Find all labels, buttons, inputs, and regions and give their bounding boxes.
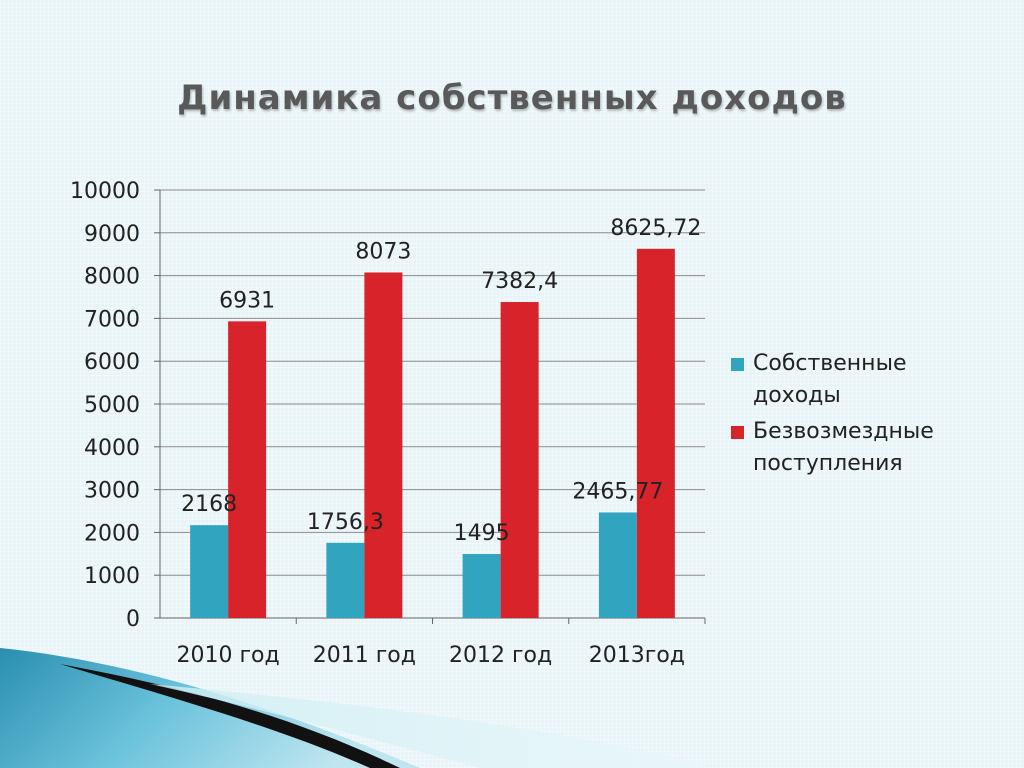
data-label: 1495 [454, 521, 510, 546]
y-tick-label: 9000 [84, 222, 140, 247]
legend-label: Собственные [753, 351, 906, 376]
x-tick-label: 2013год [589, 643, 685, 668]
data-label: 7382,4 [481, 269, 558, 294]
x-tick-label: 2012 год [449, 643, 552, 668]
x-tick-label: 2011 год [313, 643, 416, 668]
bar-own-income [190, 525, 229, 618]
bar-own-income [326, 542, 365, 618]
y-tick-label: 1000 [84, 564, 140, 589]
bar-own-income [598, 512, 637, 618]
bar-own-income [462, 554, 501, 618]
y-tick-label: 10000 [70, 179, 140, 204]
legend-label: доходы [753, 383, 841, 408]
bar-gratuitous [364, 272, 403, 618]
chart-legend: Собственные доходы Безвозмездные поступлени… [731, 351, 934, 476]
slide-title: Динамика собственных доходов [177, 78, 847, 118]
chart-bars [190, 248, 675, 618]
y-tick-label: 7000 [84, 307, 140, 332]
data-label: 8625,72 [610, 216, 701, 241]
y-tick-label: 6000 [84, 350, 140, 375]
data-label: 2465,77 [572, 479, 663, 504]
chart-data-labels: 2168 6931 1756,3 8073 1495 7382,4 2465,77 8625,… [181, 216, 701, 546]
data-label: 2168 [181, 492, 237, 517]
y-tick-label: 2000 [84, 521, 140, 546]
y-tick-label: 8000 [84, 265, 140, 290]
legend-swatch [731, 426, 744, 439]
x-tick-label: 2010 год [177, 643, 280, 668]
y-tick-label: 4000 [84, 436, 140, 461]
bar-gratuitous [636, 248, 675, 618]
data-label: 6931 [219, 288, 275, 313]
y-tick-label: 5000 [84, 393, 140, 418]
data-label: 8073 [355, 239, 411, 264]
bar-gratuitous [500, 302, 539, 618]
legend-swatch [731, 358, 744, 371]
data-label: 1756,3 [307, 510, 384, 535]
bar-gratuitous [228, 321, 267, 618]
y-tick-label: 0 [126, 607, 140, 632]
legend-label: Безвозмездные [753, 419, 934, 444]
legend-label: поступления [753, 451, 903, 476]
y-tick-label: 3000 [84, 479, 140, 504]
